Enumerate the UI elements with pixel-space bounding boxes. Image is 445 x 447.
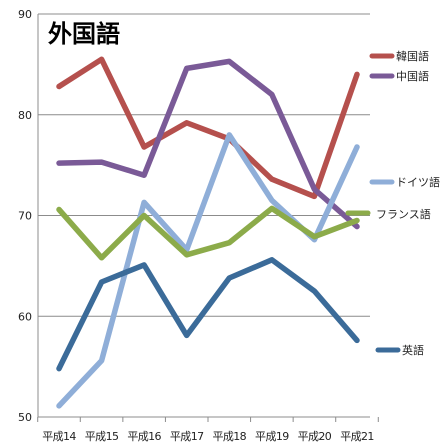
series-line-3	[56, 132, 360, 409]
chart-title: 外国語	[48, 20, 120, 48]
legend-label: ドイツ語	[396, 175, 440, 189]
x-tick-labels: 平成14 平成15 平成16 平成17 平成18 平成19 平成20 平成21	[42, 430, 374, 443]
legend-item: 韓国語	[369, 49, 429, 63]
legend-label: 韓国語	[396, 49, 429, 63]
y-tick-label: 90	[18, 8, 32, 21]
legend-item: 英語	[375, 343, 424, 357]
legend-item: ドイツ語	[369, 175, 440, 189]
legend-label: 英語	[402, 343, 424, 357]
series-line-4	[56, 205, 360, 261]
x-tick-label: 平成20	[298, 430, 332, 443]
x-tick-label: 平成17	[170, 430, 204, 443]
y-tick-label: 50	[18, 411, 32, 424]
series-lines	[56, 56, 360, 409]
y-tick-label: 70	[18, 210, 32, 223]
legend-item: 中国語	[369, 69, 429, 83]
x-tick-label: 平成21	[340, 430, 374, 443]
series-line-5	[56, 257, 360, 372]
x-tick-label: 平成16	[127, 430, 161, 443]
x-tick-label: 平成14	[42, 430, 76, 443]
legend-label: フランス語	[376, 207, 431, 221]
axes	[37, 14, 379, 422]
legend-label: 中国語	[396, 69, 429, 83]
y-tick-label: 80	[18, 109, 32, 122]
legend-item: フランス語	[345, 207, 431, 221]
y-tick-label: 60	[18, 310, 32, 323]
x-tick-label: 平成19	[255, 430, 289, 443]
y-tick-labels: 50 60 70 80 90	[18, 8, 32, 424]
x-tick-label: 平成15	[85, 430, 119, 443]
x-tick-label: 平成18	[212, 430, 246, 443]
series-line-2	[56, 58, 360, 230]
series-line-1	[56, 56, 360, 200]
